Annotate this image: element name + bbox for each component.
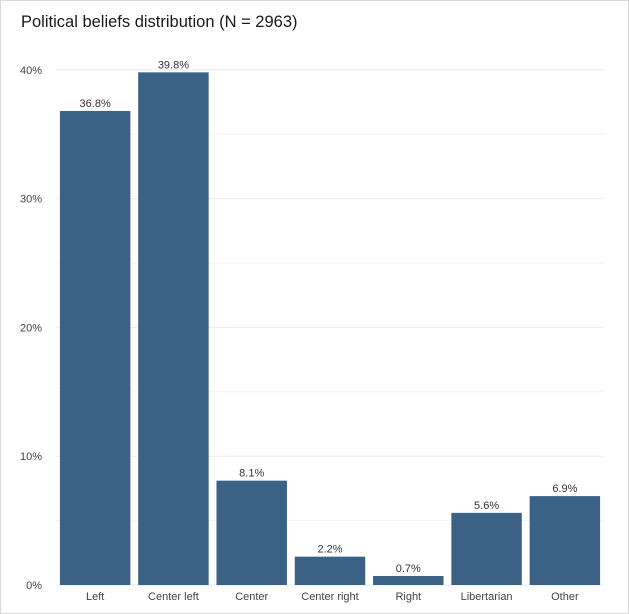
bar-value-label: 6.9% [552,483,577,495]
bar-value-label: 39.8% [158,59,189,71]
bar-other [529,496,601,585]
bar-value-label: 36.8% [80,98,111,110]
bar-left [59,110,131,585]
x-tick-label: Other [551,591,579,603]
x-axis: Left Center left Center Center right Right Li… [86,591,579,603]
x-tick-label: Center [235,591,268,603]
bar-value-label: 2.2% [317,544,342,556]
y-tick-label: 10% [20,451,42,463]
bar-center [216,480,287,585]
bar-center-left [138,72,209,586]
bars [59,72,601,586]
x-tick-label: Right [395,591,421,603]
bar-center-right [294,556,366,585]
bar-libertarian [451,512,522,585]
y-tick-label: 0% [26,580,42,592]
x-tick-label: Center left [148,591,199,603]
y-tick-label: 40% [20,65,42,77]
y-tick-label: 30% [20,194,42,206]
y-axis: 0% 10% 20% 30% 40% [20,65,42,592]
chart-title: Political beliefs distribution (N = 2963… [21,13,298,31]
y-tick-label: 20% [20,322,42,334]
x-tick-label: Libertarian [461,591,513,603]
x-tick-label: Center right [301,591,358,603]
bar-value-label: 8.1% [239,468,264,480]
bar-labels: 36.8% 39.8% 8.1% 2.2% 0.7% 5.6% 6.9% [80,59,578,575]
x-tick-label: Left [86,591,104,603]
bar-right [373,575,444,585]
bar-value-label: 5.6% [474,500,499,512]
bar-value-label: 0.7% [396,563,421,575]
